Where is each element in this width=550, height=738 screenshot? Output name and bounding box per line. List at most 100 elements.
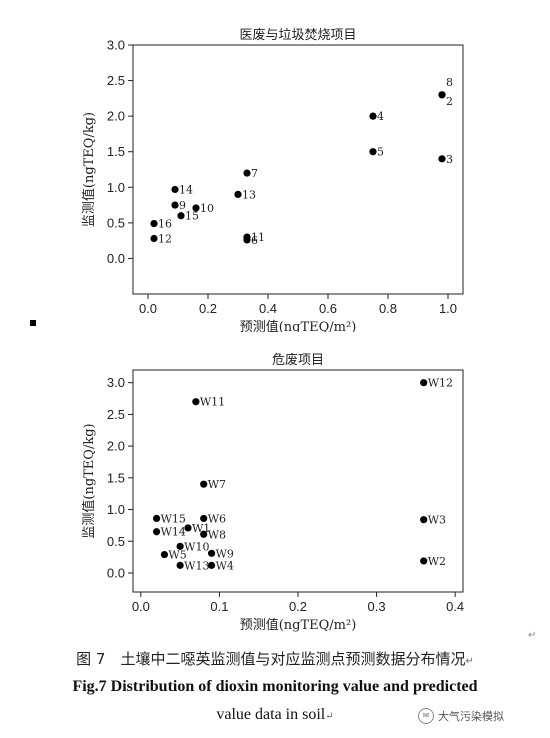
data-point-W3: [420, 516, 428, 524]
x-tick-label: 0.4: [446, 599, 464, 614]
point-label-10: 10: [200, 202, 214, 215]
data-point-14: [171, 185, 179, 194]
data-point-4: [369, 112, 377, 120]
scatter-plot-2: 危废项目 0.0 0.1 0.2 0.3 0.4 0.0 0.5 1.0 1.5 2.0 2.5 3.0…: [81, 352, 464, 633]
return-mark: ↵: [528, 630, 537, 641]
point-label-11: 11: [251, 231, 265, 244]
point-label-W4: W4: [216, 559, 234, 572]
point-label-4: 4: [377, 110, 384, 123]
chart-hazardous-waste: 危废项目 0.0 0.1 0.2 0.3 0.4 0.0 0.5 1.0 1.5 2.0 2.5 3.0…: [0, 348, 550, 648]
x-tick-label: 0.1: [210, 599, 228, 614]
data-point-W9: [207, 549, 216, 557]
data-point-W15: [152, 514, 161, 523]
point-label-6: 6: [251, 234, 258, 247]
data-point-5: [369, 148, 377, 156]
y-tick-label: 0.5: [107, 215, 125, 230]
data-point-W10: [176, 542, 184, 550]
wechat-icon: ✉: [418, 708, 434, 724]
chart-medical-waste-incineration: 医废与垃圾焚烧项目 0.0 0.2 0.4 0.6 0.8 1.0 0.0 0.5 1.0 1.5 2…: [0, 20, 550, 332]
point-label-W3: W3: [428, 514, 446, 527]
data-point-W8: [200, 530, 208, 538]
data-point-6: [243, 236, 251, 244]
return-mark: ↵: [465, 656, 474, 667]
point-label-9: 9: [179, 199, 186, 212]
point-label-W12: W12: [428, 377, 453, 390]
point-label-W8: W8: [208, 528, 226, 541]
y-tick-label: 3.0: [107, 38, 125, 53]
x-tick-label: 0.6: [319, 301, 337, 316]
x-axis-label: 预测值(ngTEQ/m²): [240, 617, 357, 633]
data-point-W14: [152, 528, 161, 536]
data-point-16: [150, 219, 158, 228]
x-tick-label: 0.8: [379, 301, 397, 316]
point-label-W7: W7: [208, 478, 226, 491]
point-label-5: 5: [377, 146, 384, 159]
data-point-9: [171, 201, 179, 209]
point-label-15: 15: [185, 210, 199, 223]
figure-caption-cn: 图 7 土壤中二噁英监测值与对应监测点预测数据分布情况↵: [0, 648, 550, 669]
point-label-W9: W9: [216, 547, 234, 560]
point-label-2: 2: [446, 95, 453, 108]
y-axis-label: 监测值(ngTEQ/kg): [81, 423, 97, 538]
watermark-text: 大气污染模拟: [438, 710, 504, 723]
data-point-W2: [420, 557, 428, 565]
point-label-W14: W14: [161, 526, 186, 539]
point-label-8: 8: [446, 76, 453, 89]
data-point-10: [192, 204, 200, 212]
point-label-7: 7: [251, 167, 258, 180]
caption-en2-text: value data in soil: [216, 706, 326, 723]
y-tick-label: 2.0: [107, 439, 125, 454]
point-label-W5: W5: [168, 549, 186, 562]
return-mark: ↵: [325, 711, 334, 722]
data-point-2: [438, 91, 446, 99]
point-label-W13: W13: [184, 559, 209, 572]
y-tick-label: 1.5: [107, 144, 125, 159]
y-tick-label: 2.0: [107, 109, 125, 124]
data-point-W7: [200, 480, 208, 488]
data-point-W12: [420, 379, 428, 387]
x-tick-label: 0.4: [259, 301, 277, 316]
chart-title: 危废项目: [272, 352, 324, 368]
x-tick-label: 0.0: [139, 301, 157, 316]
point-label-W2: W2: [428, 555, 446, 568]
y-axis-label: 监测值(ngTEQ/kg): [81, 112, 97, 227]
y-tick-label: 1.0: [107, 180, 125, 195]
x-tick-label: 0.2: [199, 301, 217, 316]
point-label-3: 3: [446, 153, 453, 166]
y-tick-label: 1.0: [107, 502, 125, 517]
data-point-W13: [176, 561, 184, 569]
x-tick-label: 1.0: [439, 301, 457, 316]
point-label-12: 12: [158, 233, 172, 246]
data-point-3: [438, 155, 446, 163]
caption-en1-text: Fig.7 Distribution of dioxin monitoring …: [72, 678, 478, 695]
watermark: ✉ 大气污染模拟: [418, 708, 504, 724]
y-tick-label: 0.5: [107, 534, 125, 549]
point-label-14: 14: [179, 183, 193, 196]
figure-caption-en-line2: value data in soil↵: [0, 706, 550, 724]
data-point-13: [234, 190, 242, 198]
data-point-12: [150, 234, 158, 243]
data-point-W1: [184, 524, 192, 532]
data-point-W11: [192, 398, 200, 406]
caption-cn-text: 图 7 土壤中二噁英监测值与对应监测点预测数据分布情况: [76, 650, 466, 668]
y-tick-label: 0.0: [107, 251, 125, 266]
data-point-7: [243, 169, 251, 177]
point-label-W11: W11: [200, 396, 225, 409]
x-axis-label: 预测值(ngTEQ/m²): [240, 319, 357, 332]
y-tick-label: 0.0: [107, 565, 125, 580]
chart-title: 医废与垃圾焚烧项目: [239, 27, 356, 43]
data-point-W5: [160, 550, 169, 559]
y-tick-label: 2.5: [107, 73, 125, 88]
scatter-plot-1: 医废与垃圾焚烧项目 0.0 0.2 0.4 0.6 0.8 1.0 0.0 0.5 1.0 1.5 2…: [81, 27, 464, 332]
y-tick-label: 3.0: [107, 375, 125, 390]
bullet-marker: [30, 320, 36, 326]
x-tick-label: 0.0: [132, 599, 150, 614]
data-point-15: [177, 212, 185, 220]
figure-caption-en-line1: Fig.7 Distribution of dioxin monitoring …: [0, 678, 550, 696]
point-label-16: 16: [158, 218, 172, 231]
data-point-W4: [207, 561, 216, 569]
point-label-W10: W10: [184, 540, 209, 553]
plot-frame: [132, 44, 464, 295]
x-tick-label: 0.3: [368, 599, 386, 614]
point-label-W6: W6: [208, 512, 226, 525]
